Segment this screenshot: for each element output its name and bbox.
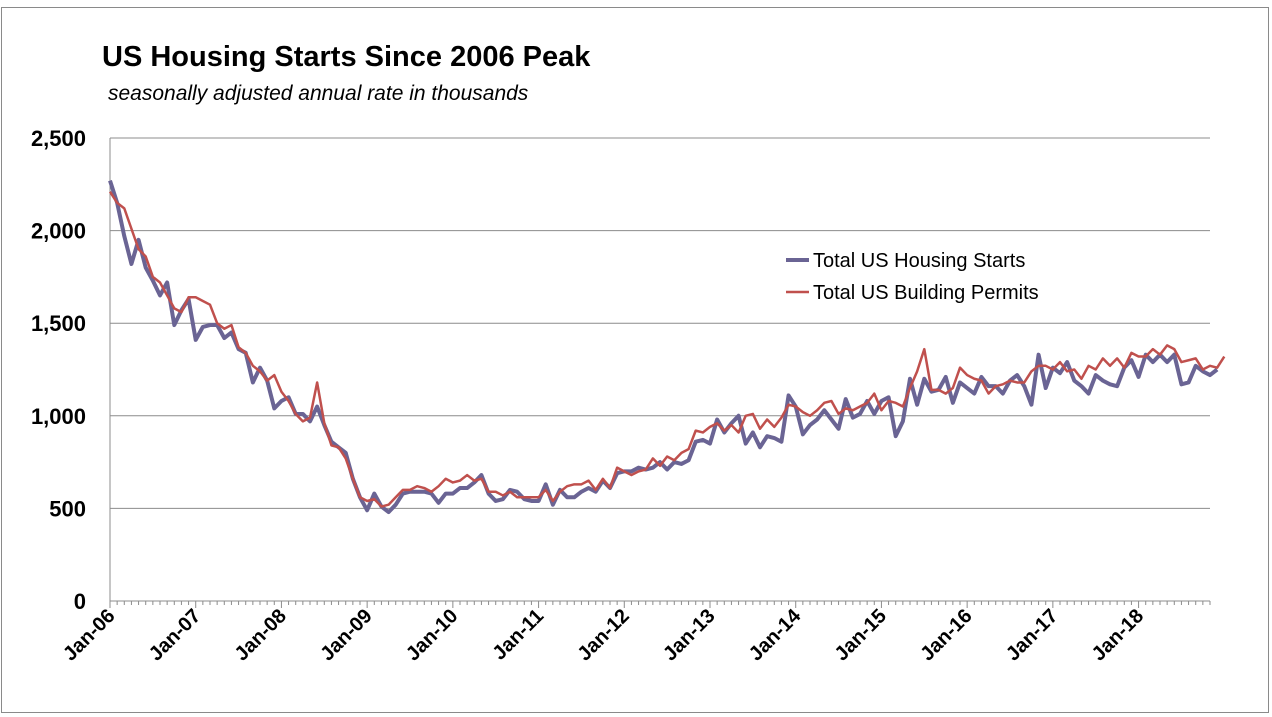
x-tick-label: Jan-08 <box>231 605 291 665</box>
legend-label-building-permits: Total US Building Permits <box>813 282 1039 304</box>
x-tick-label: Jan-09 <box>316 605 376 665</box>
y-tick-label: 2,000 <box>31 219 86 244</box>
y-tick-label: 0 <box>74 589 86 614</box>
axes <box>109 138 1211 608</box>
chart-subtitle: seasonally adjusted annual rate in thous… <box>108 82 529 105</box>
x-tick-label: Jan-15 <box>831 605 891 665</box>
chart-frame <box>1 7 1269 713</box>
series-lines <box>108 179 1226 515</box>
y-tick-label: 500 <box>49 496 86 521</box>
x-tick-label: Jan-16 <box>916 605 976 665</box>
chart-title: US Housing Starts Since 2006 Peak <box>102 41 591 73</box>
x-tick-label: Jan-06 <box>59 605 119 665</box>
y-axis-tick-labels: 0 500 1,000 1,500 2,000 2,500 <box>31 126 86 614</box>
y-tick-label: 1,500 <box>31 311 86 336</box>
x-tick-label: Jan-18 <box>1088 605 1148 665</box>
x-tick-label: Jan-12 <box>573 605 633 665</box>
series-line-building-permits <box>108 191 1226 508</box>
x-tick-label: Jan-17 <box>1002 605 1062 665</box>
y-tick-label: 2,500 <box>31 126 86 151</box>
x-tick-label: Jan-07 <box>145 605 205 665</box>
legend-label-housing-starts: Total US Housing Starts <box>813 250 1025 272</box>
x-axis-tick-labels: Jan-06 Jan-07 Jan-08 Jan-09 Jan-10 Jan-11 Jan-… <box>59 604 1148 665</box>
x-tick-label: Jan-14 <box>745 604 806 665</box>
gridlines <box>110 137 1210 509</box>
legend: Total US Housing Starts Total US Buildin… <box>786 250 1039 304</box>
x-tick-label: Jan-13 <box>659 605 719 665</box>
x-tick-label: Jan-11 <box>489 605 549 665</box>
y-tick-label: 1,000 <box>31 404 86 429</box>
x-tick-label: Jan-10 <box>402 605 462 665</box>
